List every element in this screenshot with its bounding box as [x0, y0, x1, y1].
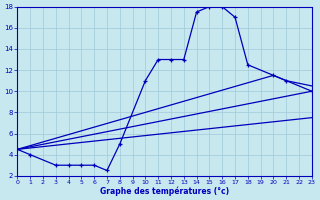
- X-axis label: Graphe des températures (°c): Graphe des températures (°c): [100, 186, 229, 196]
